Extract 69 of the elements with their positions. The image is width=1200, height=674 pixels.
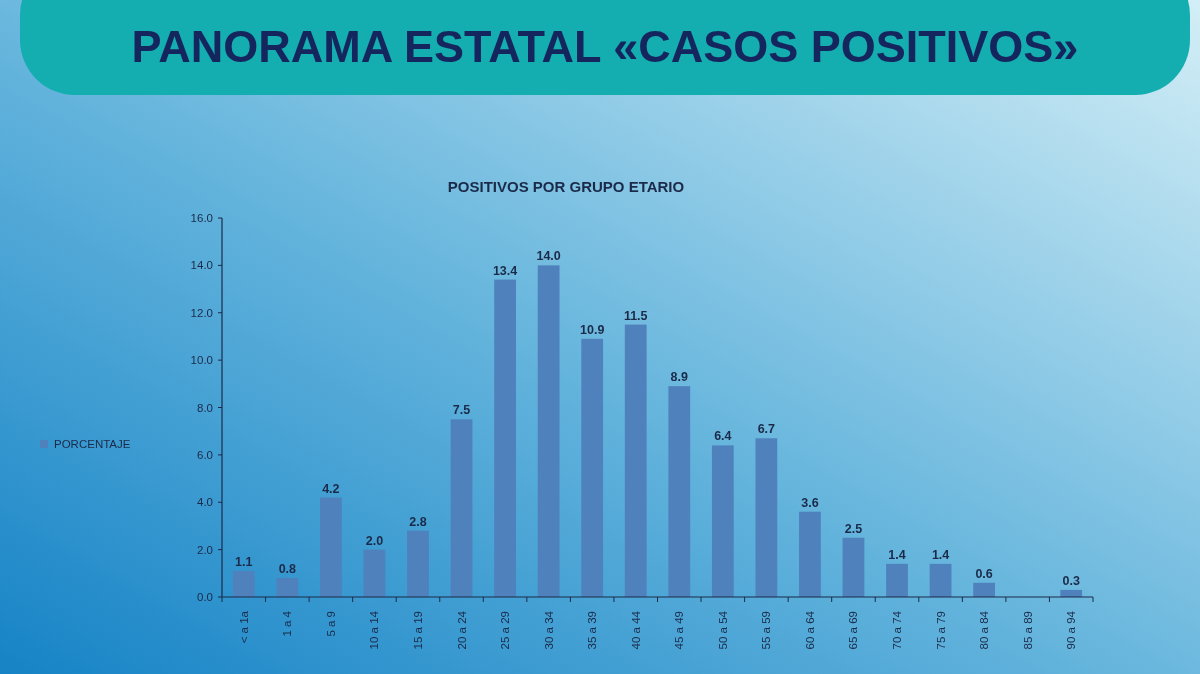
x-tick-label: 30 a 34: [542, 610, 555, 650]
bar: [711, 445, 734, 597]
data-label: 2.5: [844, 521, 863, 536]
y-tick-label: 2.0: [197, 543, 213, 556]
bar: [886, 563, 908, 597]
x-tick-label: 15 a 19: [411, 611, 424, 650]
data-label: 7.5: [452, 403, 471, 418]
x-tick-label: 35 a 39: [586, 611, 599, 650]
y-tick-label: 6.0: [197, 448, 213, 461]
x-tick-label: 10 a 14: [368, 610, 381, 650]
data-label: 0.8: [278, 562, 297, 577]
y-tick-label: 12.0: [190, 306, 213, 319]
x-tick-label: 50 a 54: [716, 610, 729, 650]
x-tick-label: 5 a 9: [324, 611, 337, 637]
x-tick-label: 85 a 89: [1021, 611, 1034, 650]
bar: [319, 497, 342, 597]
data-label: 11.5: [623, 308, 648, 323]
x-tick-label: 80 a 84: [978, 610, 991, 650]
data-label: 13.4: [492, 263, 518, 278]
data-label: 2.8: [409, 514, 427, 529]
y-tick-label: 8.0: [197, 401, 213, 414]
data-label: 1.1: [235, 554, 253, 569]
data-label: 0.6: [975, 566, 993, 581]
data-label: 3.6: [801, 495, 819, 510]
data-label: 1.4: [888, 547, 906, 562]
bar: [407, 530, 429, 597]
x-tick-label: < a 1a: [237, 610, 250, 644]
x-tick-label: 45 a 49: [673, 611, 686, 650]
x-tick-label: 70 a 74: [891, 610, 904, 650]
x-tick-label: 25 a 29: [499, 611, 512, 650]
y-tick-label: 0.0: [197, 591, 213, 603]
chart-title: PANORAMA ESTATAL «CASOS POSITIVOS»: [131, 21, 1079, 72]
bar: [755, 438, 778, 597]
data-label: 8.9: [670, 370, 688, 385]
data-label: 10.9: [580, 322, 605, 337]
legend-label: PORCENTAJE: [54, 438, 131, 450]
bar: [799, 511, 821, 597]
bar: [842, 537, 865, 597]
x-tick-label: 65 a 69: [847, 611, 860, 650]
bar: [537, 265, 560, 597]
y-tick-label: 16.0: [190, 212, 213, 224]
data-label: 14.0: [536, 249, 561, 264]
y-tick-label: 4.0: [197, 496, 213, 509]
bar: [624, 324, 647, 597]
x-tick-label: 40 a 44: [629, 610, 642, 650]
bar: [276, 578, 299, 597]
bar: [363, 549, 386, 597]
y-tick-label: 14.0: [190, 259, 213, 272]
x-tick-label: 90 a 94: [1065, 610, 1078, 650]
x-tick-label: 20 a 24: [455, 610, 468, 650]
data-label: 1.4: [931, 547, 950, 562]
x-tick-label: 55 a 59: [760, 611, 773, 650]
data-label: 4.2: [322, 481, 340, 496]
x-tick-label: 1 a 4: [281, 610, 294, 637]
data-label: 2.0: [365, 533, 384, 548]
x-tick-label: 60 a 64: [803, 610, 816, 650]
bar: [929, 563, 952, 597]
bar: [973, 582, 996, 597]
chart-subtitle: POSITIVOS POR GRUPO ETARIO: [447, 178, 685, 195]
data-label: 6.7: [757, 422, 776, 437]
x-tick-label: 75 a 79: [934, 611, 947, 650]
bar: [581, 338, 604, 597]
bar: [668, 386, 691, 597]
data-label: 6.4: [714, 429, 732, 444]
y-tick-label: 10.0: [190, 354, 213, 367]
bar: [450, 419, 473, 597]
data-label: 0.3: [1062, 573, 1080, 588]
bar: [494, 279, 516, 597]
bar: [232, 570, 255, 597]
